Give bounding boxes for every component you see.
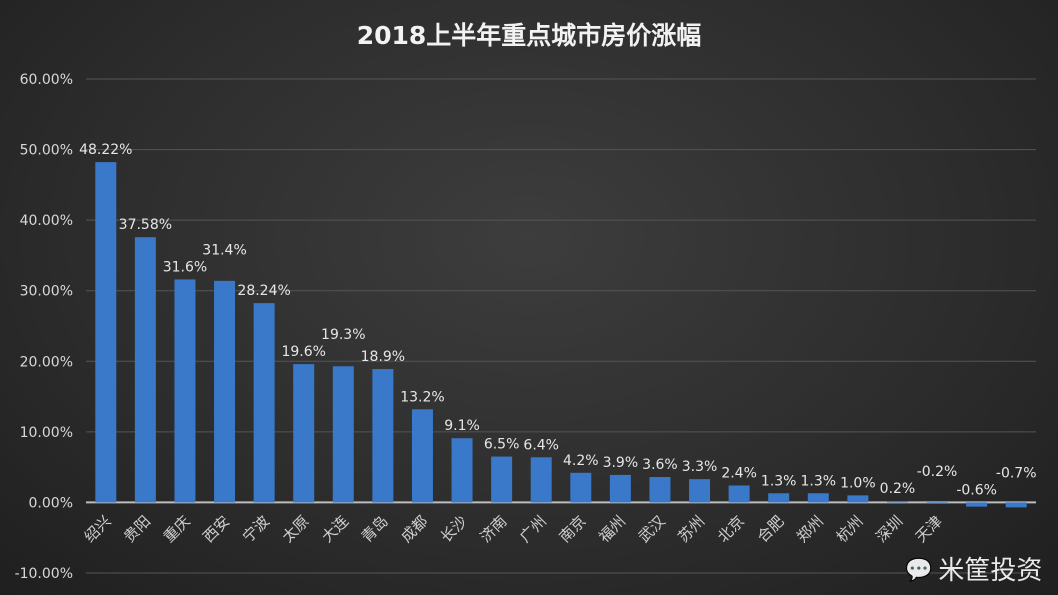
data-label: 6.5% <box>484 437 520 453</box>
bar <box>214 280 236 503</box>
bar <box>134 237 156 503</box>
data-label: 31.6% <box>163 259 207 275</box>
y-tick-label: 10.00% <box>20 425 73 441</box>
data-label: 13.2% <box>400 389 444 405</box>
y-tick-label: 20.00% <box>20 354 73 370</box>
bar <box>728 485 750 503</box>
x-tick-label: 贵阳 <box>120 512 154 546</box>
x-tick-label: 杭州 <box>833 512 867 546</box>
bar <box>372 369 394 503</box>
data-label: 19.3% <box>321 327 365 343</box>
chart-title: 2018上半年重点城市房价涨幅 <box>356 21 702 50</box>
x-tick-label: 西安 <box>199 512 233 546</box>
y-tick-label: 30.00% <box>20 284 73 300</box>
x-tick-label: 北京 <box>714 512 748 546</box>
bar <box>293 364 315 503</box>
bar <box>886 501 908 503</box>
data-label: -0.2% <box>917 464 958 480</box>
data-label: 1.3% <box>761 473 797 489</box>
bar <box>570 472 592 503</box>
y-tick-label: 0.00% <box>29 495 73 511</box>
bar <box>847 495 869 503</box>
data-label: 48.22% <box>79 142 132 158</box>
bar <box>491 456 513 503</box>
bar <box>411 409 433 503</box>
x-tick-label: 广州 <box>516 512 550 546</box>
x-tick-label: 绍兴 <box>81 512 115 546</box>
data-label: 6.4% <box>523 437 559 453</box>
bar <box>95 162 117 503</box>
bar <box>926 502 948 504</box>
data-label: -0.6% <box>956 482 997 498</box>
bar <box>807 493 829 503</box>
x-tick-label: 长沙 <box>437 512 471 546</box>
y-tick-label: 50.00% <box>20 143 73 159</box>
x-tick-label: 南京 <box>556 512 590 546</box>
data-label: 19.6% <box>281 344 325 360</box>
watermark-text: 米筐投资 <box>938 556 1043 586</box>
bar <box>530 457 552 503</box>
x-tick-label: 青岛 <box>358 512 392 546</box>
bar <box>649 477 671 503</box>
data-label: 4.2% <box>563 453 599 469</box>
data-label: 28.24% <box>237 283 290 299</box>
x-tick-label: 济南 <box>477 512 511 546</box>
y-tick-label: 40.00% <box>20 213 73 229</box>
x-tick-label: 武汉 <box>635 512 669 546</box>
bar <box>768 493 790 503</box>
data-label: 0.2% <box>880 481 916 497</box>
bar <box>609 474 631 503</box>
x-tick-label: 深圳 <box>872 512 906 546</box>
data-label: 3.3% <box>682 459 718 475</box>
x-tick-label: 天津 <box>912 512 946 546</box>
data-label: 3.9% <box>603 455 639 471</box>
x-tick-label: 福州 <box>595 512 629 546</box>
data-label: 1.0% <box>840 475 876 491</box>
data-label: 18.9% <box>361 349 405 365</box>
x-tick-label: 重庆 <box>160 512 194 546</box>
bar <box>332 366 354 503</box>
x-tick-label: 大连 <box>318 512 352 546</box>
x-tick-label: 郑州 <box>793 512 827 546</box>
data-label: 2.4% <box>721 465 757 481</box>
data-label: 3.6% <box>642 457 678 473</box>
y-tick-label: 60.00% <box>20 72 73 88</box>
data-label: -0.7% <box>996 465 1037 481</box>
bar <box>451 438 473 503</box>
wechat-icon: 💬 <box>905 558 933 583</box>
x-tick-label: 成都 <box>397 512 431 546</box>
data-label: 37.58% <box>119 217 172 233</box>
data-label: 31.4% <box>202 242 246 258</box>
x-tick-label: 太原 <box>279 512 313 546</box>
y-tick-label: -10.00% <box>15 566 73 582</box>
data-label: 1.3% <box>801 473 837 489</box>
bar <box>174 279 196 503</box>
watermark: 💬 米筐投资 <box>905 556 1042 586</box>
bar <box>1005 502 1027 508</box>
bar <box>253 303 275 503</box>
bar <box>966 502 988 507</box>
bar <box>689 479 711 503</box>
x-tick-label: 合肥 <box>754 512 788 546</box>
x-tick-label: 苏州 <box>674 512 708 546</box>
x-tick-label: 宁波 <box>239 512 273 546</box>
data-label: 9.1% <box>444 418 480 434</box>
